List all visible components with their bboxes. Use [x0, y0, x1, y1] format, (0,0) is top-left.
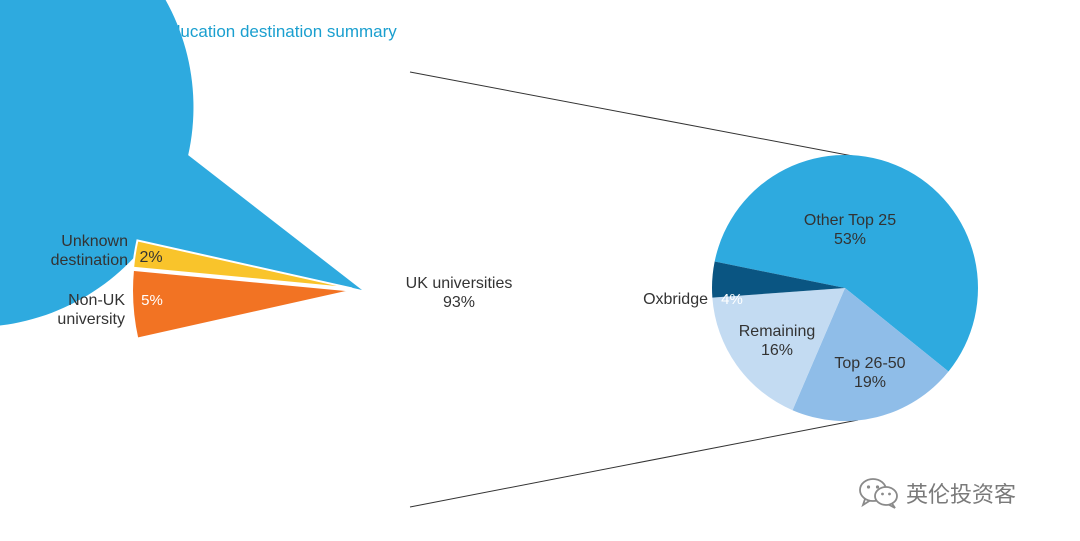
- value-oxbridge: 4%: [721, 291, 743, 308]
- label-remaining: Remaining 16%: [739, 323, 815, 359]
- slice-oxbridge: [712, 261, 845, 298]
- label-other-top-25: Other Top 25 53%: [804, 212, 896, 248]
- connector-line-top: [409, 71, 859, 158]
- watermark: 英伦投资客: [858, 476, 1016, 510]
- value-non-uk-university-line: 5%: [141, 292, 163, 309]
- label-uk-universities: UK universities 93%: [406, 275, 513, 311]
- label-uk-universities-line: UK universities: [406, 275, 513, 292]
- label-oxbridge-line: Oxbridge: [643, 291, 708, 308]
- label-other-top-25-line: Other Top 25: [804, 212, 896, 229]
- value-oxbridge-line: 4%: [721, 291, 743, 308]
- label-other-top-25-line: 53%: [834, 231, 866, 248]
- label-top-26-50: Top 26-50 19%: [834, 355, 905, 391]
- label-unknown-destination-line: destination: [51, 252, 128, 269]
- label-remaining-line: 16%: [761, 342, 793, 359]
- value-non-uk-university: 5%: [141, 292, 163, 309]
- slice-remaining: [712, 288, 845, 411]
- label-uk-universities-line: 93%: [443, 294, 475, 311]
- slice-uk-universities: [0, 0, 362, 326]
- watermark-text: 英伦投资客: [906, 483, 1017, 508]
- label-non-uk-university-line: Non-UK: [68, 292, 125, 309]
- slice-unknown: [132, 239, 353, 290]
- slice-non-uk: [131, 268, 353, 340]
- label-non-uk-university: Non-UK university: [57, 292, 125, 328]
- value-unknown-destination-line: 2%: [139, 249, 162, 266]
- value-unknown-destination: 2%: [139, 249, 162, 266]
- slice-top26-50: [792, 288, 949, 422]
- label-oxbridge: Oxbridge: [643, 291, 708, 308]
- connector-line-bottom: [409, 419, 859, 508]
- label-non-uk-university-line: university: [57, 311, 125, 328]
- slice-other-top25: [714, 154, 978, 372]
- wechat-icon: [859, 478, 898, 509]
- label-top-26-50-line: Top 26-50: [834, 355, 905, 372]
- label-unknown-destination-line: Unknown: [61, 233, 128, 250]
- label-top-26-50-line: 19%: [854, 374, 886, 391]
- label-remaining-line: Remaining: [739, 323, 815, 340]
- label-unknown-destination: Unknown destination: [51, 233, 128, 269]
